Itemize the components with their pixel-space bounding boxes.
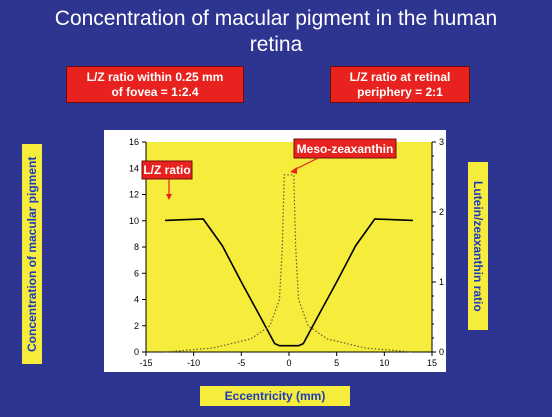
y-left-tick-label: 10 — [129, 216, 139, 226]
slide-title-line1: Concentration of macular pigment in the … — [54, 7, 498, 30]
annotation-meso-arrow — [293, 157, 319, 171]
y-right-tick-label: 1 — [439, 277, 444, 287]
annotation-lz-box — [141, 160, 193, 180]
y-right-tick-label: 3 — [439, 137, 444, 147]
y-right-tick-label: 0 — [439, 347, 444, 357]
callout-fovea-ratio: L/Z ratio within 0.25 mm of fovea = 1:2.… — [66, 66, 244, 103]
x-tick-label: -5 — [237, 358, 245, 368]
x-tick-label: 15 — [427, 358, 437, 368]
x-tick-label: -10 — [187, 358, 200, 368]
y-left-tick-label: 8 — [134, 242, 139, 252]
x-tick-label: 0 — [286, 358, 291, 368]
y-left-tick-label: 16 — [129, 137, 139, 147]
y-left-tick-label: 6 — [134, 268, 139, 278]
y-left-tick-label: 14 — [129, 163, 139, 173]
slide-title: Concentration of macular pigment in the … — [0, 6, 552, 58]
y-left-tick-label: 2 — [134, 321, 139, 331]
y-axis-right-title: Lutein/zeaxanthin ratio — [468, 162, 488, 330]
series-line-lz-ratio — [165, 218, 413, 347]
y-left-tick-label: 0 — [134, 347, 139, 357]
annotation-meso-arrowhead — [290, 167, 297, 174]
x-tick-label: -15 — [139, 358, 152, 368]
callout-fovea-line2: of fovea = 1:2.4 — [111, 85, 199, 99]
y-right-tick-label: 2 — [439, 207, 444, 217]
plot-area — [146, 142, 432, 352]
x-axis-title: Eccentricity (mm) — [200, 386, 350, 406]
series-layer — [165, 174, 413, 353]
annotation-lz-label: L/Z ratio — [143, 163, 190, 177]
y-left-tick-label: 12 — [129, 190, 139, 200]
callout-periphery-ratio: L/Z ratio at retinal periphery = 2:1 — [330, 66, 470, 103]
callout-periphery-line2: periphery = 2:1 — [357, 85, 443, 99]
y-axis-left-title: Concentration of macular pigment — [22, 144, 42, 364]
y-left-tick-label: 4 — [134, 295, 139, 305]
slide-title-line2: retina — [249, 33, 303, 56]
x-tick-label: 10 — [379, 358, 389, 368]
callout-periphery-line1: L/Z ratio at retinal — [349, 70, 451, 84]
x-tick-label: 5 — [334, 358, 339, 368]
annotation-layer: L/Z ratio Meso-zeaxanthin — [141, 138, 397, 200]
annotation-meso-label: Meso-zeaxanthin — [297, 142, 394, 156]
annotation-meso-box — [293, 138, 397, 159]
annotation-lz-arrowhead — [166, 194, 172, 200]
callout-fovea-line1: L/Z ratio within 0.25 mm — [86, 70, 224, 84]
